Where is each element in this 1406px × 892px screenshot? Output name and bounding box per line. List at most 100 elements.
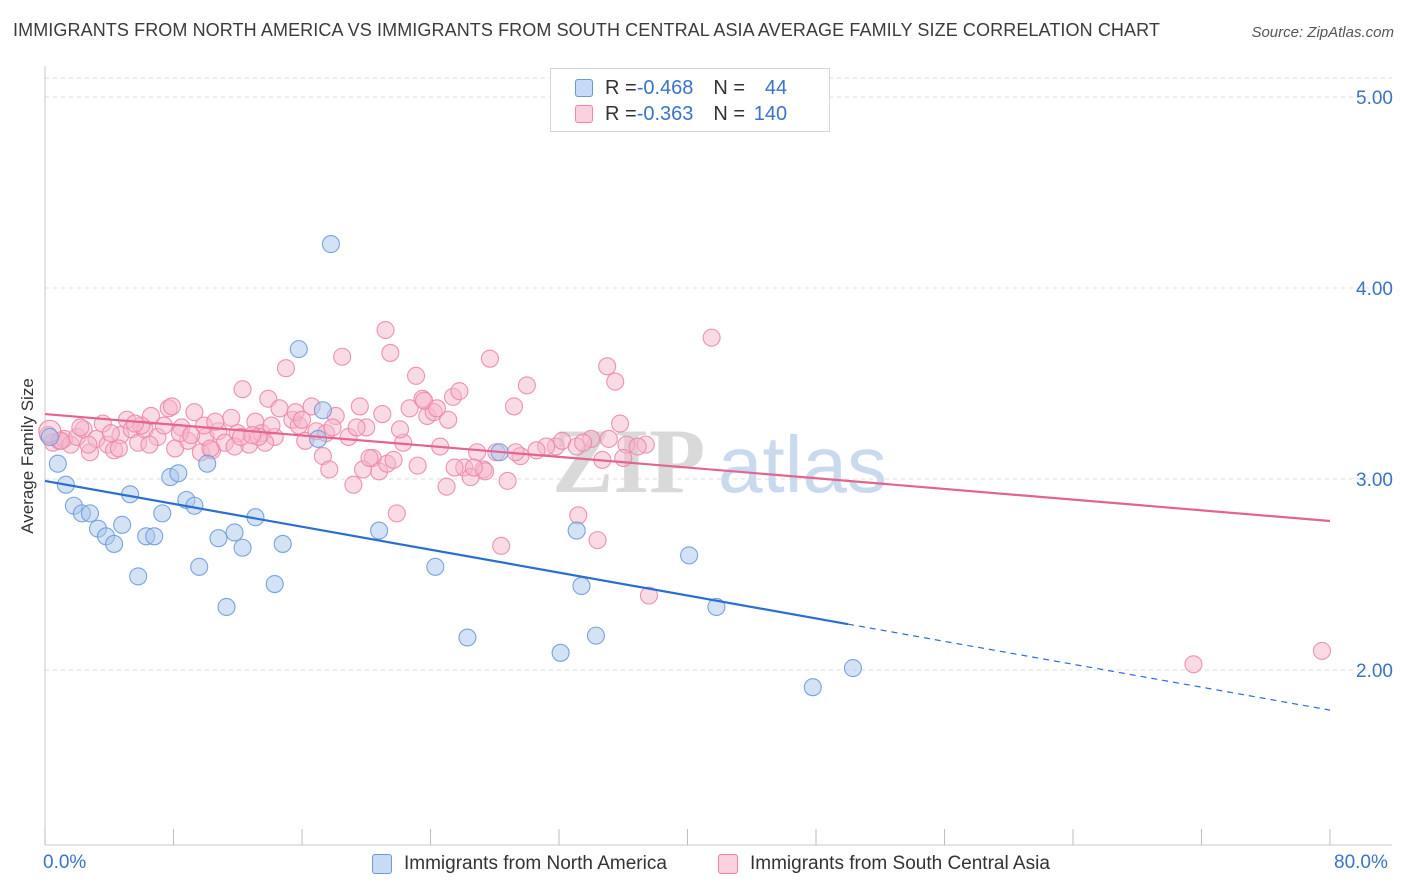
point-south-central-asia (376, 320, 395, 340)
point-south-central-asia (606, 372, 625, 391)
point-south-central-asia (387, 504, 406, 523)
legend-row-south-central-asia: R = -0.363 N = 140 (575, 102, 787, 126)
bottom-legend-swatch-pink (718, 854, 738, 874)
point-south-central-asia (243, 426, 262, 445)
point-south-central-asia (276, 359, 295, 378)
point-south-central-asia (185, 403, 204, 422)
trend-line-north-america (44, 479, 849, 626)
point-north-america (265, 574, 284, 594)
y-tick-label: 2.00 (1356, 661, 1393, 682)
bottom-legend-south-central-asia: Immigrants from South Central Asia (718, 852, 1050, 876)
legend-n-label: N = (713, 102, 746, 125)
point-south-central-asia (162, 397, 181, 416)
point-south-central-asia (390, 420, 410, 439)
legend-n-label: N = (713, 76, 746, 99)
point-south-central-asia (360, 448, 379, 468)
point-north-america (225, 523, 244, 542)
point-north-america (803, 678, 822, 697)
point-south-central-asia (350, 397, 369, 416)
legend-swatch-blue (575, 79, 593, 97)
point-north-america (105, 534, 124, 553)
series-north-america (40, 235, 862, 697)
point-south-central-asia (320, 460, 339, 479)
point-south-central-asia (71, 418, 90, 437)
point-south-central-asia (292, 410, 312, 429)
point-south-central-asia (450, 382, 469, 401)
legend-r-label: R = (605, 102, 637, 125)
point-north-america (48, 454, 67, 473)
point-south-central-asia (222, 408, 241, 427)
point-south-central-asia (408, 456, 427, 475)
point-south-central-asia (201, 439, 220, 458)
point-south-central-asia (347, 418, 366, 437)
point-south-central-asia (480, 349, 499, 368)
point-south-central-asia (498, 471, 517, 490)
bottom-legend-label: Immigrants from North America (404, 853, 667, 874)
legend-r-value: -0.468 (636, 76, 694, 99)
point-north-america (370, 521, 389, 540)
point-south-central-asia (445, 458, 464, 477)
correlation-legend: R = -0.468 N = 44 R = -0.363 N = 140 (550, 68, 830, 132)
point-south-central-asia (492, 536, 511, 555)
point-south-central-asia (639, 586, 659, 605)
point-south-central-asia (125, 414, 144, 433)
point-south-central-asia (323, 418, 342, 437)
point-south-central-asia (468, 443, 487, 462)
chart-title: IMMIGRANTS FROM NORTH AMERICA VS IMMIGRA… (13, 20, 1160, 40)
point-north-america (153, 504, 172, 523)
point-south-central-asia (598, 357, 617, 376)
legend-n-value: 44 (764, 76, 788, 99)
bottom-legend-label: Immigrants from South Central Asia (750, 853, 1050, 874)
point-south-central-asia (79, 435, 98, 454)
point-south-central-asia (381, 343, 400, 362)
source-label: Source: ZipAtlas.com (1251, 24, 1394, 41)
point-south-central-asia (262, 416, 281, 435)
y-tick-label: 5.00 (1356, 88, 1393, 109)
point-south-central-asia (406, 366, 426, 385)
y-tick-labels: 2.00 3.00 4.00 5.00 (1356, 88, 1393, 682)
point-south-central-asia (610, 414, 630, 433)
point-south-central-asia (437, 477, 456, 496)
point-north-america (169, 464, 188, 483)
point-north-america (309, 429, 328, 448)
point-north-america (707, 597, 726, 617)
point-south-central-asia (588, 531, 607, 550)
legend-n-value: 140 (753, 102, 788, 125)
point-north-america (113, 515, 132, 534)
point-south-central-asia (517, 376, 536, 395)
point-north-america (572, 576, 591, 596)
point-north-america (198, 454, 217, 473)
point-north-america (209, 529, 228, 548)
point-south-central-asia (400, 399, 419, 418)
point-south-central-asia (109, 439, 128, 458)
point-south-central-asia (439, 410, 458, 429)
point-south-central-asia (140, 435, 159, 454)
point-north-america (217, 597, 236, 617)
point-north-america (233, 538, 252, 557)
point-south-central-asia (101, 424, 120, 443)
point-north-america (273, 534, 292, 553)
point-north-america (289, 340, 308, 359)
legend-r-label: R = (605, 76, 637, 99)
point-north-america (680, 546, 699, 565)
grid-layer (45, 77, 1392, 671)
point-north-america (145, 527, 164, 546)
point-south-central-asia (464, 458, 483, 477)
point-south-central-asia (702, 328, 721, 347)
point-south-central-asia (1312, 641, 1332, 660)
point-south-central-asia (373, 405, 392, 424)
y-tick-label: 3.00 (1356, 470, 1393, 491)
point-south-central-asia (344, 475, 363, 494)
point-north-america (843, 659, 862, 678)
point-north-america (40, 427, 59, 447)
point-south-central-asia (333, 347, 352, 366)
bottom-legend-swatch-blue (372, 854, 392, 874)
y-axis-label: Average Family Size (18, 378, 37, 534)
point-north-america (321, 235, 340, 254)
point-south-central-asia (233, 380, 252, 399)
legend-row-north-america: R = -0.468 N = 44 (575, 76, 787, 100)
legend-swatch-pink (575, 105, 593, 123)
point-north-america (458, 628, 477, 647)
x-tick-min: 0.0% (43, 852, 87, 873)
